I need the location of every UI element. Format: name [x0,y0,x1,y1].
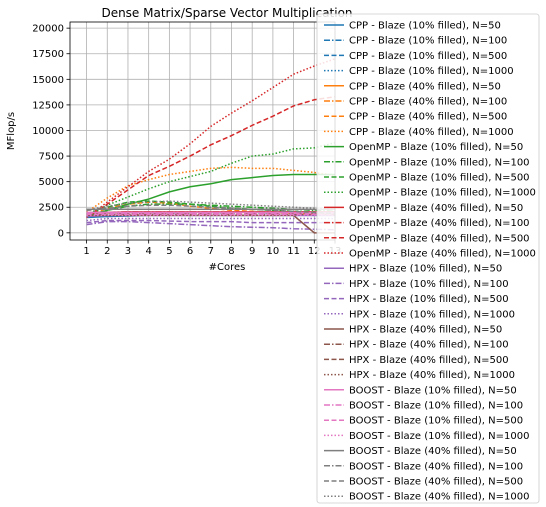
x-tick-label: 9 [249,246,255,257]
legend-label: BOOST - Blaze (40% filled), N=500 [349,477,523,488]
series-line [86,200,335,212]
legend-label: CPP - Blaze (10% filled), N=50 [349,21,501,32]
legend-label: HPX - Blaze (40% filled), N=1000 [349,370,515,381]
y-tick-label: 15000 [32,75,64,86]
series-line [86,219,335,224]
series-line [86,204,335,215]
legend-label: CPP - Blaze (40% filled), N=100 [349,97,507,108]
x-tick-label: 2 [104,246,110,257]
x-axis-ticks: 12345678910111213 [83,240,341,257]
x-tick-label: 6 [187,246,193,257]
legend-label: OpenMP - Blaze (10% filled), N=50 [349,142,523,153]
series-line [86,95,335,219]
y-tick-label: 12500 [32,100,64,111]
legend-label: HPX - Blaze (10% filled), N=100 [349,279,509,290]
legend-label: CPP - Blaze (40% filled), N=1000 [349,127,514,138]
legend-label: BOOST - Blaze (10% filled), N=100 [349,401,523,412]
legend-label: OpenMP - Blaze (10% filled), N=500 [349,173,530,184]
legend-box [316,13,540,504]
x-axis-label: #Cores [209,262,246,273]
x-tick-label: 4 [145,246,151,257]
y-axis-ticks: 0 2500 5000 7500 10000 12500 15000 17500 20000 [32,24,70,239]
y-tick-label: 20000 [32,24,64,35]
legend: CPP - Blaze (10% filled), N=50 CPP - Blaz… [316,13,540,504]
legend-label: OpenMP - Blaze (40% filled), N=100 [349,218,530,229]
legend-label: BOOST - Blaze (10% filled), N=500 [349,416,523,427]
legend-label: BOOST - Blaze (40% filled), N=50 [349,446,517,457]
x-tick-label: 11 [287,246,300,257]
y-tick-label: 2500 [39,203,64,214]
series-lines [86,58,335,234]
legend-label: BOOST - Blaze (10% filled), N=1000 [349,431,529,442]
legend-label: HPX - Blaze (40% filled), N=100 [349,340,509,351]
legend-label: CPP - Blaze (40% filled), N=500 [349,112,507,123]
series-line [86,217,335,222]
series-line [86,173,335,218]
x-tick-label: 3 [125,246,131,257]
legend-label: HPX - Blaze (40% filled), N=500 [349,355,509,366]
legend-label: OpenMP - Blaze (40% filled), N=1000 [349,249,536,260]
legend-label: HPX - Blaze (10% filled), N=500 [349,294,509,305]
x-tick-label: 7 [208,246,214,257]
y-tick-label: 0 [58,228,64,239]
series-line [86,142,335,216]
y-tick-label: 7500 [39,152,64,163]
x-tick-label: 5 [166,246,172,257]
y-tick-label: 17500 [32,49,64,60]
series-line [86,220,335,231]
legend-label: OpenMP - Blaze (40% filled), N=500 [349,233,530,244]
legend-label: CPP - Blaze (10% filled), N=500 [349,51,507,62]
legend-label: CPP - Blaze (10% filled), N=1000 [349,66,514,77]
y-tick-label: 10000 [32,126,64,137]
y-tick-label: 5000 [39,177,64,188]
legend-label: CPP - Blaze (10% filled), N=100 [349,36,507,47]
series-line [86,58,335,219]
chart-title: Dense Matrix/Sparse Vector Multiplicatio… [101,6,352,20]
legend-label: OpenMP - Blaze (40% filled), N=50 [349,203,523,214]
legend-label: OpenMP - Blaze (10% filled), N=100 [349,157,530,168]
y-axis-label: MFlop/s [6,112,17,150]
series-line [86,166,335,213]
x-tick-label: 12 [308,246,321,257]
legend-label: BOOST - Blaze (40% filled), N=100 [349,461,523,472]
legend-label: HPX - Blaze (10% filled), N=50 [349,264,502,275]
legend-label: BOOST - Blaze (40% filled), N=1000 [349,492,529,503]
x-tick-label: 1 [83,246,89,257]
legend-label: OpenMP - Blaze (10% filled), N=1000 [349,188,536,199]
legend-label: HPX - Blaze (40% filled), N=50 [349,325,502,336]
legend-label: CPP - Blaze (40% filled), N=50 [349,81,501,92]
x-tick-label: 8 [228,246,234,257]
legend-label: HPX - Blaze (10% filled), N=1000 [349,309,515,320]
legend-label: BOOST - Blaze (10% filled), N=50 [349,385,517,396]
x-tick-label: 10 [267,246,280,257]
